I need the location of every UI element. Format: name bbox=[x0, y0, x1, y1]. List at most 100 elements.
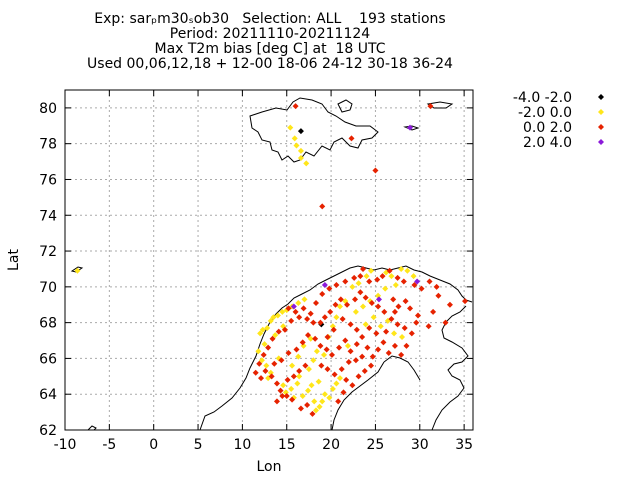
data-point-series-1 bbox=[74, 267, 81, 274]
data-point-series-2 bbox=[342, 337, 349, 344]
data-point-series-1 bbox=[313, 407, 320, 414]
data-point-series-2 bbox=[415, 312, 422, 319]
data-point-series-2 bbox=[292, 308, 299, 315]
data-point-series-2 bbox=[411, 282, 418, 289]
data-point-series-2 bbox=[262, 367, 269, 374]
data-point-series-1 bbox=[293, 142, 300, 149]
data-point-series-2 bbox=[462, 298, 469, 305]
data-point-series-1 bbox=[320, 351, 327, 358]
data-point-series-2 bbox=[277, 387, 284, 394]
data-point-series-2 bbox=[374, 276, 381, 283]
data-point-series-2 bbox=[368, 299, 375, 306]
data-point-series-1 bbox=[297, 155, 304, 161]
y-tick-label: 70 bbox=[39, 280, 57, 296]
x-tick-label: -10 bbox=[54, 437, 77, 453]
y-tick-label: 68 bbox=[39, 316, 57, 332]
legend-label: 2.0 4.0 bbox=[523, 135, 572, 151]
data-point-series-2 bbox=[379, 273, 386, 280]
x-tick-label: -5 bbox=[102, 437, 116, 453]
data-point-series-2 bbox=[352, 296, 359, 303]
x-tick-label: 20 bbox=[322, 437, 340, 453]
data-point-series-2 bbox=[369, 353, 376, 360]
plot-border bbox=[64, 89, 474, 431]
chart-title-line-3: Max T2m bias [deg C] at 18 UTC bbox=[154, 41, 386, 57]
data-point-series-1 bbox=[349, 283, 356, 290]
data-point-series-1 bbox=[336, 375, 343, 382]
data-point-series-2 bbox=[366, 325, 373, 331]
data-point-series-2 bbox=[391, 308, 398, 315]
points-layer bbox=[74, 103, 469, 417]
data-point-series-2 bbox=[293, 346, 300, 353]
data-point-series-2 bbox=[340, 389, 347, 396]
x-tick-label: 5 bbox=[194, 437, 203, 453]
data-point-series-1 bbox=[305, 387, 312, 394]
data-point-series-1 bbox=[280, 382, 287, 389]
data-point-series-1 bbox=[319, 398, 326, 405]
data-point-series-2 bbox=[317, 319, 324, 326]
data-point-series-2 bbox=[390, 296, 397, 303]
data-point-series-2 bbox=[258, 375, 265, 382]
axis-layer: -10 -5 0 5 10 15 20 25 30 35 62 64 66 68 70 72 74 76 78 80 L… bbox=[6, 89, 474, 475]
data-point-series-2 bbox=[347, 348, 354, 355]
data-point-series-1 bbox=[308, 382, 315, 389]
data-point-series-1 bbox=[261, 341, 268, 348]
data-point-series-2 bbox=[433, 283, 440, 290]
data-point-series-1 bbox=[272, 332, 279, 339]
data-point-series-3 bbox=[290, 303, 297, 310]
data-point-series-2 bbox=[289, 396, 296, 403]
data-point-series-2 bbox=[333, 282, 340, 289]
data-point-series-2 bbox=[278, 357, 285, 364]
data-point-series-1 bbox=[316, 403, 323, 410]
data-point-series-2 bbox=[383, 328, 390, 335]
data-point-series-2 bbox=[381, 308, 388, 315]
data-point-series-1 bbox=[313, 348, 320, 355]
data-point-series-2 bbox=[252, 369, 259, 376]
legend-label: -2.0 0.0 bbox=[518, 105, 572, 121]
chart-title-line-1: Exp: sarₚm30ₛob30 Selection: ALL 193 sta… bbox=[94, 11, 446, 27]
data-point-series-2 bbox=[273, 380, 280, 387]
legend-marker bbox=[598, 109, 604, 115]
y-tick-label: 80 bbox=[39, 101, 57, 117]
y-tick-label: 76 bbox=[39, 172, 57, 188]
data-point-series-1 bbox=[363, 273, 370, 280]
data-point-series-2 bbox=[359, 353, 366, 360]
data-point-series-2 bbox=[324, 333, 331, 340]
data-point-series-2 bbox=[400, 278, 407, 285]
data-point-series-3 bbox=[414, 278, 421, 285]
data-point-series-1 bbox=[410, 273, 417, 280]
data-point-series-2 bbox=[305, 332, 312, 339]
data-point-series-1 bbox=[301, 296, 308, 303]
data-point-series-2 bbox=[395, 303, 402, 310]
data-point-series-2 bbox=[281, 326, 288, 333]
data-point-series-2 bbox=[353, 341, 360, 348]
data-point-series-2 bbox=[373, 330, 380, 337]
data-point-series-1 bbox=[307, 335, 314, 342]
data-point-series-1 bbox=[264, 325, 271, 331]
data-point-series-1 bbox=[263, 362, 270, 369]
data-point-series-1 bbox=[257, 330, 264, 337]
data-point-series-2 bbox=[408, 330, 415, 337]
data-point-series-2 bbox=[312, 335, 319, 342]
y-tick-label: 78 bbox=[39, 137, 57, 153]
data-point-series-2 bbox=[256, 360, 263, 367]
data-point-series-1 bbox=[315, 378, 322, 385]
data-point-series-2 bbox=[273, 398, 280, 405]
data-point-series-2 bbox=[326, 285, 333, 292]
data-point-series-2 bbox=[364, 344, 371, 351]
data-point-series-1 bbox=[370, 314, 377, 321]
coastline-jan-mayen bbox=[70, 266, 84, 273]
data-point-series-1 bbox=[295, 299, 302, 306]
data-point-series-2 bbox=[319, 291, 326, 297]
y-tick-label: 74 bbox=[39, 208, 57, 224]
data-point-series-2 bbox=[307, 310, 314, 317]
data-point-series-1 bbox=[377, 323, 384, 330]
data-point-series-2 bbox=[386, 267, 393, 274]
coastline-iceland-fragment bbox=[87, 425, 97, 431]
data-point-series-2 bbox=[336, 344, 343, 351]
data-point-series-2 bbox=[362, 294, 369, 301]
data-point-series-2 bbox=[318, 362, 325, 369]
data-point-series-2 bbox=[391, 342, 398, 349]
data-point-series-2 bbox=[296, 367, 303, 374]
data-point-series-2 bbox=[319, 203, 326, 210]
data-point-series-2 bbox=[380, 339, 387, 346]
